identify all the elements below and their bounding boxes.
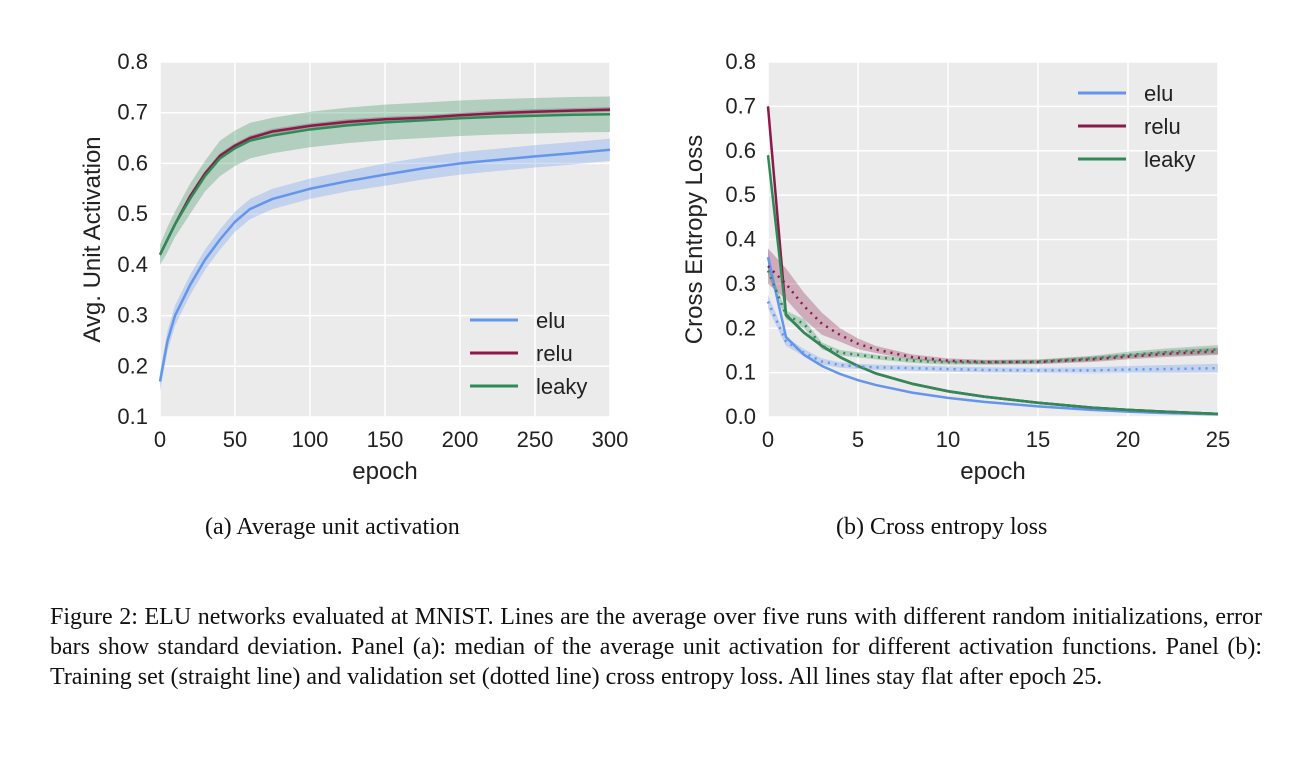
series-line-leaky — [766, 155, 1219, 416]
x-tick-label: 5 — [852, 427, 864, 452]
y-tick-label: 0.6 — [725, 138, 756, 163]
series-line-relu-validation- — [767, 265, 1219, 364]
x-tick-label: 0 — [762, 427, 774, 452]
x-tick-label: 15 — [1026, 427, 1050, 452]
x-tick-label: 0 — [154, 427, 166, 452]
x-tick-label: 25 — [1206, 427, 1230, 452]
y-tick-label: 0.8 — [725, 49, 756, 74]
y-tick-label: 0.2 — [725, 315, 756, 340]
series-line-elu — [766, 256, 1219, 416]
y-axis-label: Cross Entropy Loss — [681, 135, 708, 344]
y-tick-label: 0.4 — [117, 252, 148, 277]
y-tick-label: 0.5 — [117, 201, 148, 226]
y-tick-label: 0.4 — [725, 227, 756, 252]
error-band-leaky — [160, 96, 610, 265]
x-tick-label: 10 — [936, 427, 960, 452]
y-tick-label: 0.3 — [725, 271, 756, 296]
y-tick-label: 0.7 — [725, 93, 756, 118]
x-axis-label: epoch — [960, 458, 1025, 485]
error-band-elu-validation- — [768, 294, 1218, 374]
chart-a-svg: 0 50 100 150 200 250 300 0.1 0.2 0.3 0.4 0.5 0.6 0.7 0… — [79, 49, 629, 485]
x-tick-label: 300 — [592, 427, 629, 452]
x-tick-label: 50 — [223, 427, 247, 452]
legend-label-elu: elu — [1144, 81, 1173, 106]
x-tick-label: 100 — [292, 427, 329, 452]
y-tick-label: 0.6 — [117, 150, 148, 175]
y-tick-label: 0.8 — [117, 49, 148, 74]
x-tick-label: 250 — [517, 427, 554, 452]
figure-caption: Figure 2: ELU networks evaluated at MNIS… — [50, 604, 1262, 690]
series-line-elu-validation- — [766, 301, 1219, 372]
y-tick-label: 0.1 — [725, 360, 756, 385]
x-tick-label: 200 — [442, 427, 479, 452]
series-line-leaky-validation- — [766, 270, 1219, 364]
chart-panel-a: 0 50 100 150 200 250 300 0.1 0.2 0.3 0.4 0.5 0.6 0.7 0… — [0, 40, 640, 500]
y-tick-label: 0.1 — [117, 404, 148, 429]
y-tick-label: 0.3 — [117, 303, 148, 328]
y-tick-label: 0.7 — [117, 100, 148, 125]
legend-label-leaky: leaky — [1144, 147, 1195, 172]
subcaption-a: (a) Average unit activation — [205, 514, 460, 540]
legend-label-leaky: leaky — [536, 374, 587, 399]
chart-panel-b: 0 5 10 15 20 25 0.0 0.1 0.2 0.3 0.4 0.5 0.6 0.7 0.8 epo… — [610, 40, 1250, 500]
subcaption-b: (b) Cross entropy loss — [836, 514, 1048, 540]
y-axis-label: Avg. Unit Activation — [79, 136, 106, 342]
legend-label-relu: relu — [1144, 114, 1181, 139]
y-tick-label: 0.0 — [725, 404, 756, 429]
series-line-leaky — [158, 112, 611, 256]
y-tick-label: 0.2 — [117, 353, 148, 378]
x-tick-label: 150 — [367, 427, 404, 452]
legend-label-elu: elu — [536, 308, 565, 333]
y-tick-label: 0.5 — [725, 182, 756, 207]
chart-b-svg: 0 5 10 15 20 25 0.0 0.1 0.2 0.3 0.4 0.5 0.6 0.7 0.8 epo… — [681, 49, 1230, 485]
series-line-elu — [158, 148, 611, 382]
x-axis-label: epoch — [352, 458, 417, 485]
error-band-elu — [160, 138, 610, 391]
x-tick-label: 20 — [1116, 427, 1140, 452]
legend-label-relu: relu — [536, 341, 573, 366]
error-band-leaky-validation- — [768, 266, 1218, 365]
